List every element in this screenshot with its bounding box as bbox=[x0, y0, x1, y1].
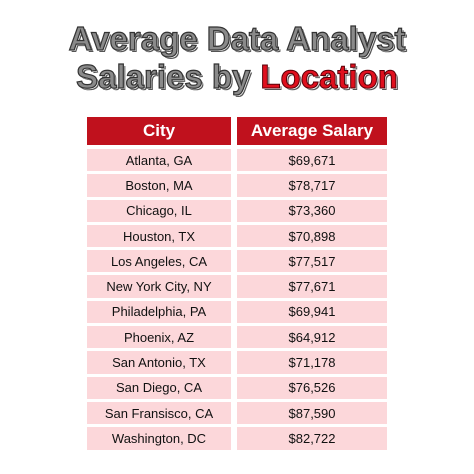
title-text: Salaries by bbox=[76, 57, 251, 95]
city-cell: New York City, NY bbox=[87, 275, 231, 298]
title-line: Average Data Analyst bbox=[68, 19, 406, 57]
city-cell: Boston, MA bbox=[87, 174, 231, 197]
table-row: Phoenix, AZ $64,912 bbox=[87, 326, 387, 349]
table-row: Los Angeles, CA $77,517 bbox=[87, 250, 387, 273]
table-row: Philadelphia, PA $69,941 bbox=[87, 300, 387, 324]
table-row: Atlanta, GA $69,671 bbox=[87, 149, 387, 172]
table-row: San Diego, CA $76,526 bbox=[87, 376, 387, 399]
city-cell: San Antonio, TX bbox=[87, 351, 231, 374]
city-cell: Washington, DC bbox=[87, 427, 231, 450]
city-cell: Philadelphia, PA bbox=[87, 300, 231, 324]
table-row: Houston, TX $70,898 bbox=[87, 224, 387, 248]
city-cell: San Diego, CA bbox=[87, 376, 231, 399]
title-highlight: Location bbox=[260, 58, 398, 96]
city-cell: Los Angeles, CA bbox=[87, 250, 231, 273]
table-row: New York City, NY $77,671 bbox=[87, 275, 387, 298]
salary-cell: $73,360 bbox=[237, 199, 387, 222]
salary-cell: $78,717 bbox=[237, 174, 387, 197]
header-cell: Average Salary bbox=[237, 117, 387, 145]
header-cell: City bbox=[87, 117, 231, 145]
salary-cell: $77,517 bbox=[237, 250, 387, 273]
table-row: Washington, DC $82,722 bbox=[87, 427, 387, 450]
salary-cell: $69,671 bbox=[237, 149, 387, 172]
salary-cell: $64,912 bbox=[237, 326, 387, 349]
city-cell: Phoenix, AZ bbox=[87, 326, 231, 349]
salary-cell: $77,671 bbox=[237, 275, 387, 298]
header-row: City Average Salary bbox=[87, 117, 387, 145]
table-row: Chicago, IL $73,360 bbox=[87, 199, 387, 222]
salary-cell: $70,898 bbox=[237, 224, 387, 248]
city-cell: Chicago, IL bbox=[87, 199, 231, 222]
city-cell: Atlanta, GA bbox=[87, 149, 231, 172]
table-row: San Antonio, TX $71,178 bbox=[87, 351, 387, 374]
salary-cell: $71,178 bbox=[237, 351, 387, 374]
city-cell: Houston, TX bbox=[87, 224, 231, 248]
table-row: Boston, MA $78,717 bbox=[87, 174, 387, 197]
city-cell: San Fransisco, CA bbox=[87, 401, 231, 425]
salary-cell: $87,590 bbox=[237, 401, 387, 425]
salary-cell: $69,941 bbox=[237, 300, 387, 324]
salary-cell: $76,526 bbox=[237, 376, 387, 399]
table-row: San Fransisco, CA $87,590 bbox=[87, 401, 387, 425]
title-line: Salaries by Location bbox=[0, 57, 474, 96]
salary-cell: $82,722 bbox=[237, 427, 387, 450]
salary-table: City Average Salary Atlanta, GA $69,671 Bost… bbox=[87, 117, 387, 453]
